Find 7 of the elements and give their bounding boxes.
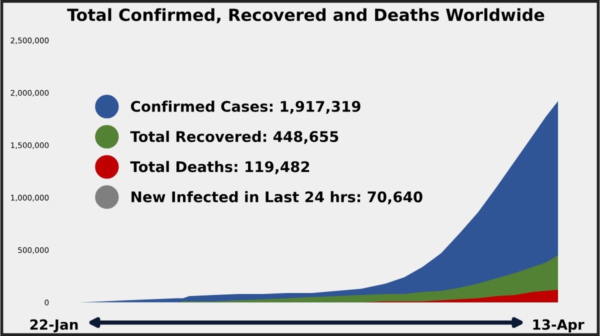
legend-label: New Infected in Last 24 hrs: 70,640 (132, 191, 422, 204)
legend-label: Total Deaths: 119,482 (130, 160, 310, 174)
x-tick-label: 22-Jan (30, 319, 78, 332)
chart-title: Total Confirmed, Recovered and Deaths Worldwide (67, 8, 544, 24)
x-tick-label: 13-Apr (533, 319, 584, 333)
legend-label: Total Recovered: 448,655 (130, 130, 338, 144)
legend-label: Confirmed Cases: 1,917,319 (130, 100, 360, 114)
